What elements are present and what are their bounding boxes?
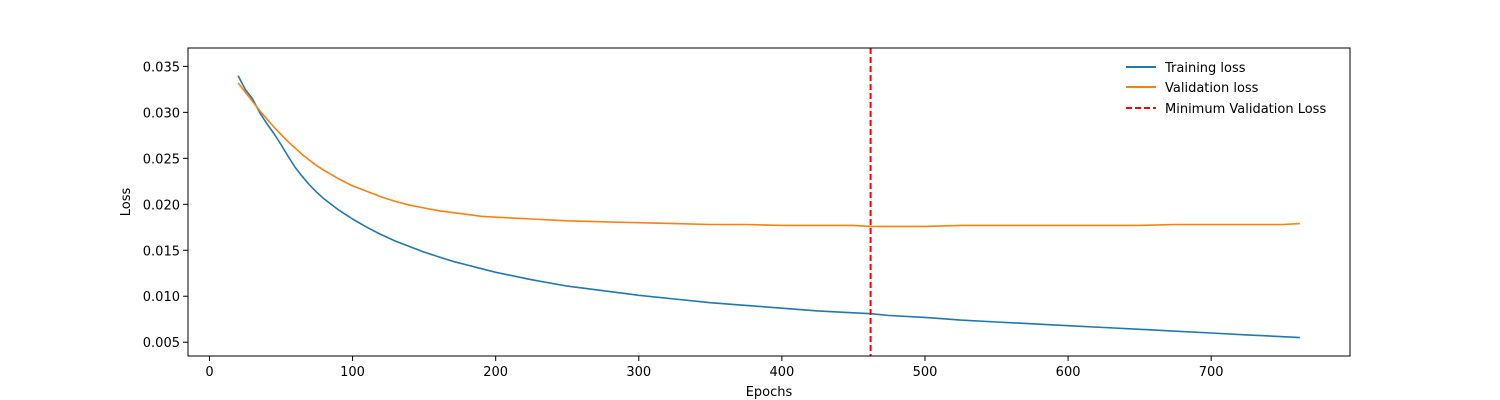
series-line-1 [237,82,1300,228]
x-axis-label: Epochs [746,385,793,400]
plot-frame [187,47,1351,357]
y-tick-label: 0.030 [143,106,180,121]
y-tick-label: 0.025 [143,152,180,167]
legend-label-training: Training loss [1164,61,1246,76]
y-tick-label: 0.035 [143,60,180,75]
plot-area [237,48,1300,356]
y-tick-label: 0.005 [143,336,180,351]
x-tick-label: 300 [626,365,651,380]
y-tick-label: 0.020 [143,198,180,213]
x-tick-label: 500 [913,365,938,380]
x-axis: 0 100 200 300 400 500 600 700 [205,356,1224,380]
x-tick-label: 200 [483,365,508,380]
legend-label-validation: Validation loss [1165,81,1259,96]
legend-label-min-val: Minimum Validation Loss [1165,102,1326,117]
x-tick-label: 400 [769,365,794,380]
x-tick-label: 100 [340,365,365,380]
x-tick-label: 600 [1056,365,1081,380]
legend: Training loss Validation loss Minimum Va… [1126,61,1326,117]
y-tick-label: 0.010 [143,290,180,305]
y-axis: 0.005 0.010 0.015 0.020 0.025 0.030 0.035 [143,60,188,351]
y-axis-label: Loss [119,188,134,217]
x-tick-label: 700 [1199,365,1224,380]
y-tick-label: 0.015 [143,244,180,259]
series-line-0 [237,75,1300,339]
x-tick-label: 0 [205,365,213,380]
